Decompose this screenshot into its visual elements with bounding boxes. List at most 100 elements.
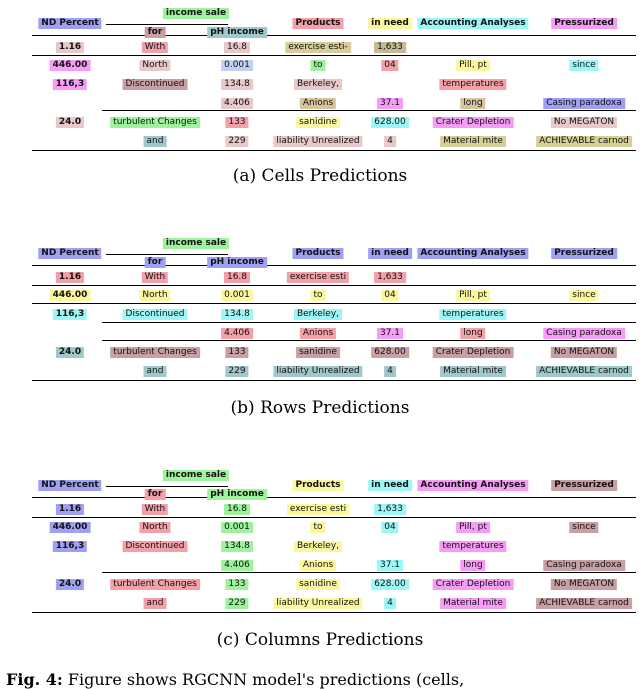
table-cell: No MEGATON	[550, 347, 618, 358]
table-cell: 0.001	[221, 290, 253, 301]
column-header: in need	[368, 18, 412, 29]
table-cell: Casing paradoxa	[543, 560, 625, 571]
table-cell: Pill, pt	[456, 60, 490, 71]
panel-caption: (b) Rows Predictions	[230, 398, 410, 418]
table-rule	[32, 303, 636, 304]
table-cell: 16.8	[223, 504, 251, 515]
table-cell: Anions	[299, 98, 337, 109]
table-cell: 116,3	[52, 309, 88, 320]
table-cell: exercise esti	[286, 272, 350, 283]
table-rule	[32, 150, 636, 151]
table-cell: 446.00	[49, 522, 91, 533]
column-header: Pressurized	[551, 248, 617, 259]
table-cell: liability Unrealized	[273, 598, 363, 609]
table-rule	[32, 35, 636, 36]
table-cell: 134.8	[221, 309, 253, 320]
column-header: Pressurized	[551, 480, 617, 491]
table-cell: turbulent Changes	[110, 579, 200, 590]
column-header: ND Percent	[38, 18, 102, 29]
column-header: Pressurized	[551, 18, 617, 29]
column-header: Products	[292, 18, 344, 29]
table-cell: 134.8	[221, 79, 253, 90]
table-rule	[106, 24, 228, 25]
table-cell: 24.0	[55, 117, 85, 128]
table-cell: 04	[381, 290, 399, 301]
table-cell: 133	[225, 117, 249, 128]
table-cell: With	[141, 272, 169, 283]
header-super-label: income sale	[162, 470, 230, 481]
table-cell: 116,3	[52, 79, 88, 90]
panel-a: income sale ND Percent for pH income Product…	[0, 0, 640, 190]
table-rule	[102, 340, 636, 341]
table-cell: long	[460, 98, 486, 109]
table-cell: Discontinued	[122, 309, 188, 320]
panel-b: income sale ND Percent for pH income Product…	[0, 230, 640, 420]
table-cell: since	[569, 60, 599, 71]
table-cell: sanidine	[296, 579, 340, 590]
table-cell: long	[460, 560, 486, 571]
table-cell: long	[460, 328, 486, 339]
table-cell: Material mite	[440, 366, 506, 377]
table-cell: 4	[384, 366, 396, 377]
table-rule	[102, 322, 636, 323]
table-cell: liability Unrealized	[273, 136, 363, 147]
table-cell: 4.406	[221, 560, 253, 571]
table-cell: Discontinued	[122, 79, 188, 90]
header-super-label: income sale	[162, 238, 230, 249]
table-cell: 1.16	[55, 42, 85, 53]
column-header: ND Percent	[38, 480, 102, 491]
table-cell: North	[139, 60, 171, 71]
table-cell: exercise esti	[286, 504, 350, 515]
table-cell: Berkeley,	[293, 79, 343, 90]
table-cell: 04	[381, 522, 399, 533]
table-cell: Pill, pt	[456, 522, 490, 533]
figure-footer: Fig. 4: Figure shows RGCNN model's predi…	[6, 670, 464, 689]
table-cell: 37.1	[376, 560, 404, 571]
table-cell: and	[143, 136, 167, 147]
table-rule	[32, 55, 636, 56]
table-cell: 628.00	[371, 347, 409, 358]
table-cell: and	[143, 366, 167, 377]
table-rule	[32, 265, 636, 266]
table-cell: Crater Depletion	[432, 117, 514, 128]
table-cell: since	[569, 522, 599, 533]
table-cell: 628.00	[371, 117, 409, 128]
table-cell: 4.406	[221, 328, 253, 339]
table-cell: to	[310, 60, 326, 71]
table-cell: Anions	[299, 560, 337, 571]
table-cell: exercise esti-	[285, 42, 351, 53]
table-cell: 24.0	[55, 347, 85, 358]
table-rule	[102, 572, 636, 573]
table-cell: and	[143, 598, 167, 609]
panel-c: income sale ND Percent for pH income Product…	[0, 462, 640, 652]
table-cell: ACHIEVABLE carnod	[536, 136, 632, 147]
table-cell: 229	[225, 598, 249, 609]
table-cell: liability Unrealized	[273, 366, 363, 377]
panel-caption: (a) Cells Predictions	[232, 166, 408, 186]
table-cell: North	[139, 290, 171, 301]
table-cell: 0.001	[221, 60, 253, 71]
table-cell: No MEGATON	[550, 579, 618, 590]
table-rule	[32, 517, 636, 518]
table-cell: Crater Depletion	[432, 579, 514, 590]
column-header: pH income	[207, 27, 267, 38]
table-cell: 16.8	[223, 272, 251, 283]
table-cell: Casing paradoxa	[543, 98, 625, 109]
table-cell: temperatures	[439, 79, 507, 90]
column-header: Products	[292, 248, 344, 259]
table-rule	[32, 612, 636, 613]
table-cell: temperatures	[439, 541, 507, 552]
table-cell: 133	[225, 347, 249, 358]
table-cell: since	[569, 290, 599, 301]
table-rule	[106, 486, 228, 487]
footer-label: Fig. 4:	[6, 670, 63, 689]
table-cell: 4	[384, 136, 396, 147]
table-cell: 116,3	[52, 541, 88, 552]
table-cell: 1,633	[374, 504, 406, 515]
table-cell: With	[141, 504, 169, 515]
table-cell: 628.00	[371, 579, 409, 590]
column-header: Accounting Analyses	[417, 480, 529, 491]
table-cell: 37.1	[376, 328, 404, 339]
table-cell: Berkeley,	[293, 541, 343, 552]
table-cell: 4.406	[221, 98, 253, 109]
